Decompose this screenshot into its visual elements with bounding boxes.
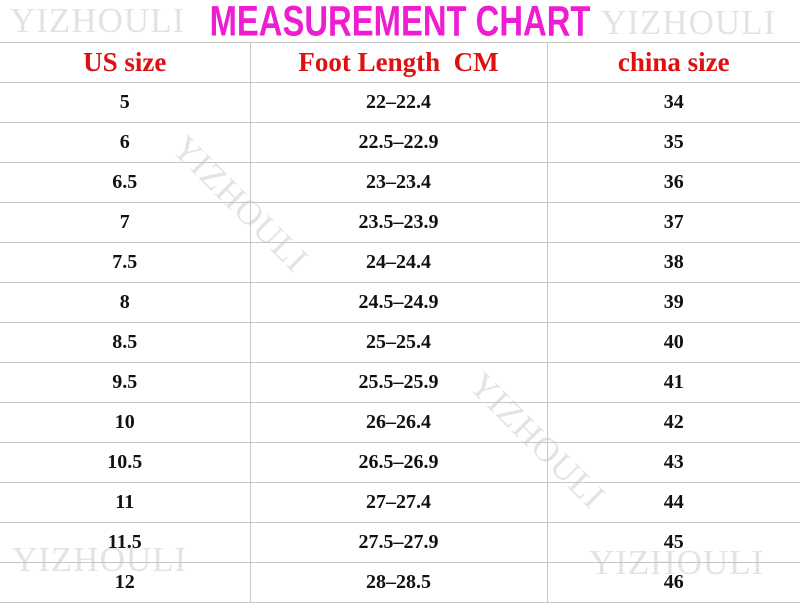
foot-length-cell: 25.5–25.9 xyxy=(249,362,547,403)
title-bar: MEASUREMENT CHART xyxy=(0,0,800,43)
china-size-cell: 43 xyxy=(546,442,800,483)
foot-length-cell: 26.5–26.9 xyxy=(249,442,547,483)
us-size-cell: 10 xyxy=(0,402,250,443)
us-size-cell: 9.5 xyxy=(0,362,250,403)
china-size-cell: 42 xyxy=(546,402,800,443)
us-size-cell: 8.5 xyxy=(0,322,250,363)
china-size-cell: 38 xyxy=(546,242,800,283)
us-size-cell: 5 xyxy=(0,82,250,123)
china-size-cell: 45 xyxy=(546,522,800,563)
foot-length-cell: 27–27.4 xyxy=(249,482,547,523)
us-size-cell: 7 xyxy=(0,202,250,243)
foot-length-cell: 26–26.4 xyxy=(249,402,547,443)
table-row: 8.5 25–25.4 40 xyxy=(0,322,800,363)
china-size-cell: 46 xyxy=(546,562,800,603)
us-size-cell: 8 xyxy=(0,282,250,323)
us-size-cell: 12 xyxy=(0,562,250,603)
table-row: 9.5 25.5–25.9 41 xyxy=(0,362,800,403)
foot-length-cell: 23.5–23.9 xyxy=(249,202,547,243)
table-row: 7 23.5–23.9 37 xyxy=(0,202,800,243)
china-size-cell: 34 xyxy=(546,82,800,123)
table-row: 6 22.5–22.9 35 xyxy=(0,122,800,163)
column-header-china-size: china size xyxy=(546,42,800,83)
table-row: 6.5 23–23.4 36 xyxy=(0,162,800,203)
china-size-cell: 44 xyxy=(546,482,800,523)
foot-length-cell: 24.5–24.9 xyxy=(249,282,547,323)
china-size-cell: 41 xyxy=(546,362,800,403)
china-size-cell: 40 xyxy=(546,322,800,363)
table-row: 12 28–28.5 46 xyxy=(0,562,800,603)
column-header-foot-length: Foot Length CM xyxy=(249,42,547,83)
table-row: 11.5 27.5–27.9 45 xyxy=(0,522,800,563)
table-row: 8 24.5–24.9 39 xyxy=(0,282,800,323)
size-chart-table: US size Foot Length CM china size 5 22–2… xyxy=(0,42,800,603)
page-title: MEASUREMENT CHART xyxy=(209,0,591,46)
us-size-cell: 11 xyxy=(0,482,250,523)
china-size-cell: 36 xyxy=(546,162,800,203)
us-size-cell: 6 xyxy=(0,122,250,163)
foot-length-cell: 22.5–22.9 xyxy=(249,122,547,163)
us-size-cell: 6.5 xyxy=(0,162,250,203)
foot-length-cell: 22–22.4 xyxy=(249,82,547,123)
us-size-cell: 11.5 xyxy=(0,522,250,563)
china-size-cell: 37 xyxy=(546,202,800,243)
table-row: 10 26–26.4 42 xyxy=(0,402,800,443)
foot-length-cell: 27.5–27.9 xyxy=(249,522,547,563)
foot-length-cell: 24–24.4 xyxy=(249,242,547,283)
table-row: 7.5 24–24.4 38 xyxy=(0,242,800,283)
table-row: 10.5 26.5–26.9 43 xyxy=(0,442,800,483)
table-row: 5 22–22.4 34 xyxy=(0,82,800,123)
column-header-us-size: US size xyxy=(0,42,250,83)
table-row: 11 27–27.4 44 xyxy=(0,482,800,523)
foot-length-cell: 25–25.4 xyxy=(249,322,547,363)
china-size-cell: 35 xyxy=(546,122,800,163)
table-header-row: US size Foot Length CM china size xyxy=(0,42,800,83)
us-size-cell: 7.5 xyxy=(0,242,250,283)
foot-length-cell: 23–23.4 xyxy=(249,162,547,203)
foot-length-cell: 28–28.5 xyxy=(249,562,547,603)
china-size-cell: 39 xyxy=(546,282,800,323)
us-size-cell: 10.5 xyxy=(0,442,250,483)
